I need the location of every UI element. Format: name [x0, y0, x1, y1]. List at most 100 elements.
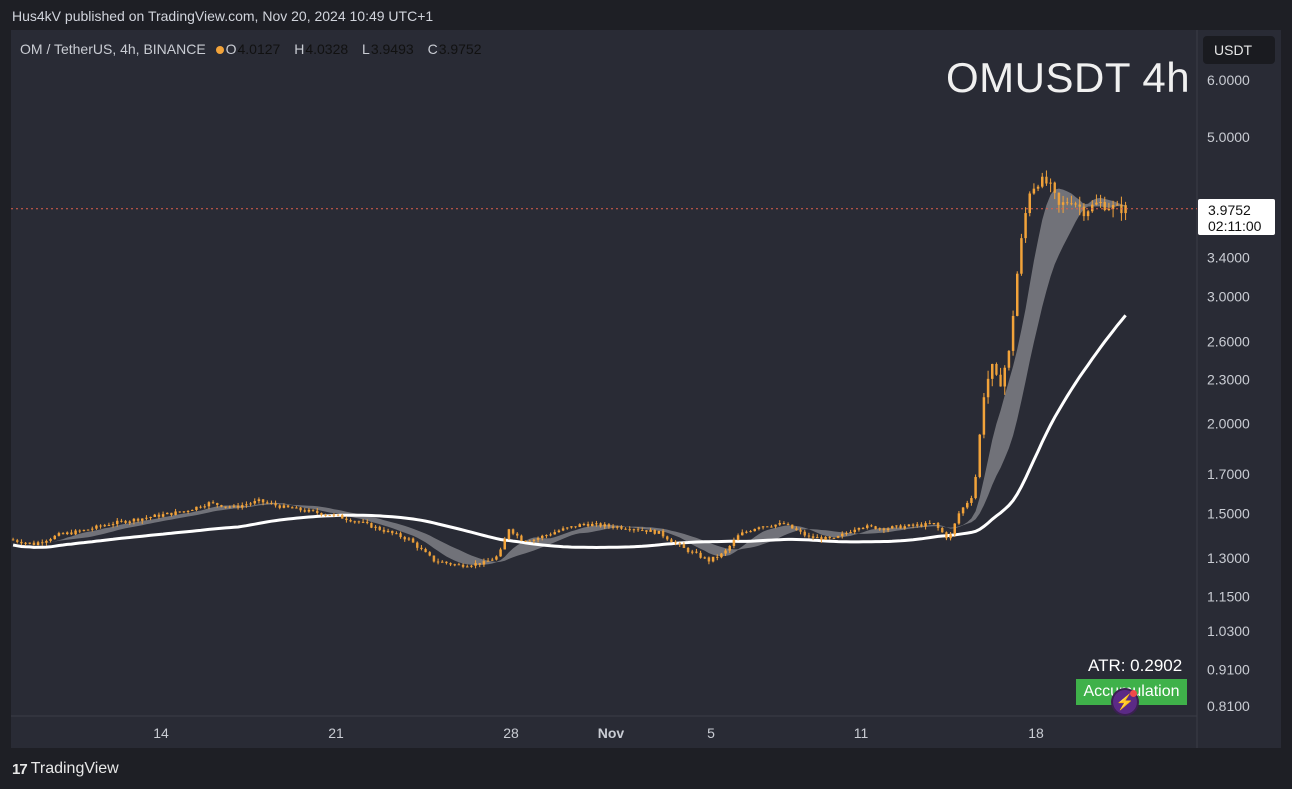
- y-tick-label: 1.7000: [1207, 466, 1250, 482]
- candle-body: [591, 523, 594, 527]
- candle-body: [316, 510, 319, 513]
- low-value: 3.9493: [370, 41, 414, 57]
- candle-body: [495, 556, 498, 560]
- candle-body: [286, 505, 290, 508]
- candle-body: [99, 525, 102, 527]
- candle-body: [1053, 182, 1056, 193]
- candle-body: [861, 527, 865, 529]
- candle-body: [595, 523, 598, 525]
- y-tick-label: 1.0300: [1207, 623, 1250, 639]
- candle-body: [320, 512, 323, 515]
- lightning-icon[interactable]: ⚡: [1113, 690, 1137, 714]
- candle-body: [461, 564, 465, 567]
- candle-body: [1082, 206, 1086, 217]
- candle-body: [582, 523, 586, 525]
- candle-body: [616, 526, 619, 528]
- candle-body: [45, 540, 48, 543]
- chart-watermark: OMUSDT 4h: [946, 54, 1191, 101]
- candle-body: [545, 535, 548, 537]
- candle-body: [632, 529, 636, 531]
- candle-body: [466, 566, 469, 568]
- candle-body: [1099, 202, 1102, 204]
- price-chart[interactable]: 6.0000 5.0000 3.4000 3.0000 2.6000 2.3000 2.00…: [11, 30, 1281, 748]
- candle-body: [1024, 213, 1027, 239]
- candle-body: [86, 529, 90, 531]
- candle-body: [170, 512, 173, 515]
- candle-body: [141, 518, 144, 521]
- candle-body: [424, 549, 427, 553]
- candle-body: [786, 523, 790, 525]
- candle-body: [716, 556, 719, 558]
- candle-body: [1091, 204, 1094, 212]
- candle-body: [703, 557, 706, 559]
- candle-body: [70, 532, 73, 535]
- y-tick-label: 0.8100: [1207, 698, 1250, 714]
- tradingview-logo[interactable]: 17 TradingView: [12, 760, 119, 778]
- y-tick-label: 1.3000: [1207, 550, 1250, 566]
- atr-label: ATR: 0.2902: [1088, 656, 1183, 675]
- candle-body: [36, 542, 40, 545]
- candle-body: [574, 526, 577, 528]
- candle-body: [32, 542, 36, 545]
- candle-body: [1124, 205, 1127, 214]
- candle-body: [945, 532, 948, 539]
- tradingview-logo-icon: 17: [12, 760, 28, 778]
- candle-body: [103, 525, 106, 527]
- candle-body: [674, 542, 677, 544]
- candle-body: [236, 505, 240, 508]
- candle-body: [74, 530, 77, 535]
- candle-body: [366, 521, 369, 524]
- candle-body: [761, 526, 765, 528]
- candle-body: [449, 563, 452, 565]
- candle-body: [866, 525, 869, 528]
- candle-body: [453, 564, 456, 566]
- candle-body: [1086, 211, 1090, 217]
- candle-body: [353, 521, 356, 523]
- candle-body: [745, 531, 748, 533]
- candle-body: [411, 538, 415, 543]
- candle-body: [628, 529, 631, 531]
- candle-body: [478, 563, 481, 565]
- candle-body: [1020, 238, 1023, 274]
- candle-body: [441, 561, 444, 563]
- candle-body: [891, 526, 894, 529]
- candle-body: [332, 514, 336, 516]
- candle-body: [882, 528, 886, 531]
- currency-button[interactable]: USDT: [1203, 36, 1275, 64]
- candle-body: [382, 529, 386, 532]
- candle-body: [807, 535, 811, 537]
- notification-dot-icon: [1130, 690, 1137, 697]
- candle-body: [95, 525, 98, 529]
- close-label: C: [427, 41, 438, 57]
- candle-body: [1007, 350, 1011, 368]
- candle-body: [416, 542, 419, 548]
- candle-body: [307, 509, 311, 512]
- candle-body: [778, 523, 781, 525]
- candle-body: [586, 523, 590, 527]
- x-tick-label: 18: [1028, 725, 1044, 741]
- candle-body: [561, 528, 565, 531]
- candle-body: [666, 536, 669, 540]
- ma-ribbon: [13, 188, 1126, 566]
- candle-body: [845, 532, 848, 534]
- candle-body: [391, 530, 394, 534]
- candle-body: [816, 537, 819, 539]
- candle-body: [541, 535, 544, 539]
- y-tick-label: 2.3000: [1207, 372, 1250, 388]
- candle-body: [532, 539, 536, 541]
- candle-body: [445, 561, 448, 564]
- candle-body: [932, 523, 936, 525]
- candle-body: [91, 528, 94, 530]
- candle-body: [1016, 273, 1019, 316]
- candle-body: [303, 510, 306, 512]
- candle-body: [295, 507, 298, 509]
- chart-panel[interactable]: 6.0000 5.0000 3.4000 3.0000 2.6000 2.3000 2.00…: [11, 30, 1281, 748]
- candle-body: [570, 526, 573, 528]
- candle-body: [836, 536, 840, 538]
- candle-body: [691, 551, 694, 553]
- y-tick-label: 1.5000: [1207, 505, 1250, 521]
- candle-body: [620, 526, 623, 529]
- candle-body: [116, 520, 119, 525]
- candle-body: [803, 531, 806, 536]
- candle-body: [720, 553, 723, 558]
